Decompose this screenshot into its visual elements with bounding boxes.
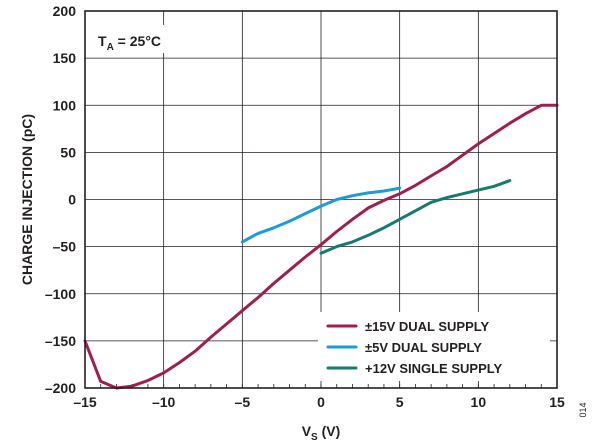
x-axis-label-unit: (V) — [318, 423, 341, 439]
y-tick-label: 150 — [53, 50, 77, 66]
annotation-rest: = 25°C — [114, 33, 161, 49]
series-line-1 — [83, 103, 559, 390]
figure-id: 014 — [578, 402, 588, 417]
x-tick-label: –5 — [235, 394, 251, 410]
x-axis-label-subscript: S — [311, 432, 318, 443]
legend-label: ±5V DUAL SUPPLY — [365, 340, 482, 355]
plot-frame — [84, 10, 558, 389]
x-tick-label: 0 — [317, 394, 325, 410]
x-tick-label: –10 — [152, 394, 176, 410]
svg-text:TA = 25°C: TA = 25°C — [98, 33, 161, 53]
legend: ±15V DUAL SUPPLY ±5V DUAL SUPPLY +12V SING… — [318, 312, 550, 381]
y-tick-label: 100 — [53, 97, 77, 113]
y-axis-tick-labels: –200 –150 –100 –50 0 50 100 150 200 — [45, 3, 76, 396]
series-lines — [83, 103, 559, 390]
series-line-3 — [319, 179, 512, 255]
x-axis-label: VS (V) — [302, 423, 341, 443]
y-tick-label: 50 — [60, 144, 76, 160]
x-tick-label: –15 — [73, 394, 97, 410]
annotation-subscript: A — [107, 42, 114, 53]
series-line-2 — [240, 186, 402, 244]
y-tick-label: –50 — [53, 239, 77, 255]
y-tick-label: –150 — [45, 333, 76, 349]
x-axis-tick-labels: –15 –10 –5 0 5 10 15 — [73, 394, 565, 410]
y-tick-label: –100 — [45, 286, 76, 302]
y-tick-label: 200 — [53, 3, 77, 19]
x-tick-label: 5 — [396, 394, 404, 410]
legend-label: +12V SINGLE SUPPLY — [365, 361, 502, 376]
annotation-main: T — [98, 33, 107, 49]
y-axis-label: CHARGE INJECTION (pC) — [19, 114, 35, 285]
y-tick-label: 0 — [68, 192, 76, 208]
temperature-annotation: TA = 25°C — [89, 25, 199, 53]
x-tick-label: 10 — [471, 394, 487, 410]
x-axis-label-main: V — [302, 423, 312, 439]
x-tick-label: 15 — [549, 394, 565, 410]
y-tick-label: –200 — [45, 380, 76, 396]
legend-label: ±15V DUAL SUPPLY — [365, 319, 490, 334]
